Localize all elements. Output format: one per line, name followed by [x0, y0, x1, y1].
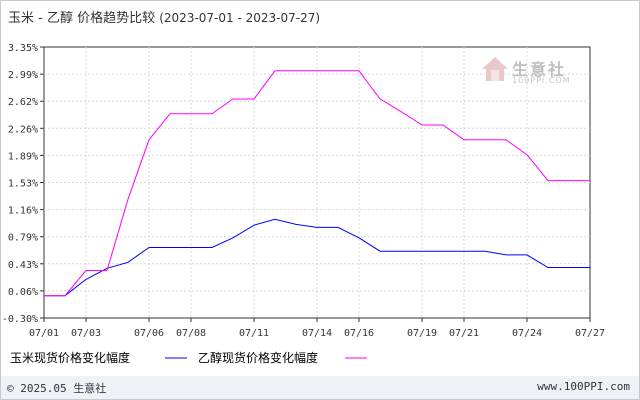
- legend-label: 玉米现货价格变化幅度: [10, 350, 130, 365]
- x-tick-label: 07/08: [176, 328, 206, 339]
- x-tick-label: 07/06: [134, 328, 164, 339]
- legend-label: 乙醇现货价格变化幅度: [198, 350, 318, 365]
- chart-title: 玉米 - 乙醇 价格趋势比较 (2023-07-01 - 2023-07-27): [8, 7, 320, 26]
- y-tick-label: 2.62%: [8, 97, 38, 108]
- y-tick-label: 1.16%: [8, 206, 38, 217]
- y-tick-label: 2.26%: [8, 124, 38, 135]
- series-line-corn: [44, 218, 590, 297]
- logo-subtext: 100PPI.COM: [512, 76, 571, 85]
- chart-title-range: (2023-07-01 - 2023-07-27): [159, 11, 321, 25]
- footer-copyright: © 2025.05 生意社: [7, 382, 107, 395]
- x-tick-label: 07/27: [575, 328, 605, 339]
- x-tick-label: 07/03: [71, 328, 101, 339]
- x-tick-label: 07/21: [449, 328, 479, 339]
- logo-text: 生意社: [512, 60, 567, 79]
- y-tick-label: 3.35%: [8, 43, 38, 54]
- y-tick-label: 0.06%: [8, 287, 38, 298]
- x-tick-label: 07/01: [29, 328, 59, 339]
- y-tick-label: 1.53%: [8, 179, 38, 190]
- house-logo-icon: [482, 57, 508, 81]
- x-tick-label: 07/11: [239, 328, 269, 339]
- y-tick-label: 1.89%: [8, 151, 38, 162]
- x-tick-label: 07/14: [302, 328, 332, 339]
- footer-website-link[interactable]: www.100PPI.com: [537, 380, 630, 393]
- y-tick-label: 0.79%: [8, 233, 38, 244]
- watermark-logo: 生意社 100PPI.COM: [480, 54, 590, 94]
- y-tick-label: 0.43%: [8, 260, 38, 271]
- chart-title-main: 玉米 - 乙醇 价格趋势比较: [8, 11, 156, 26]
- y-tick-label: 2.99%: [8, 70, 38, 81]
- x-tick-label: 07/19: [407, 328, 437, 339]
- series-line-ethanol: [44, 70, 590, 297]
- footer-bar: [1, 376, 639, 399]
- x-tick-label: 07/16: [344, 328, 374, 339]
- x-tick-label: 07/24: [512, 328, 542, 339]
- y-tick-label: -0.30%: [2, 314, 38, 325]
